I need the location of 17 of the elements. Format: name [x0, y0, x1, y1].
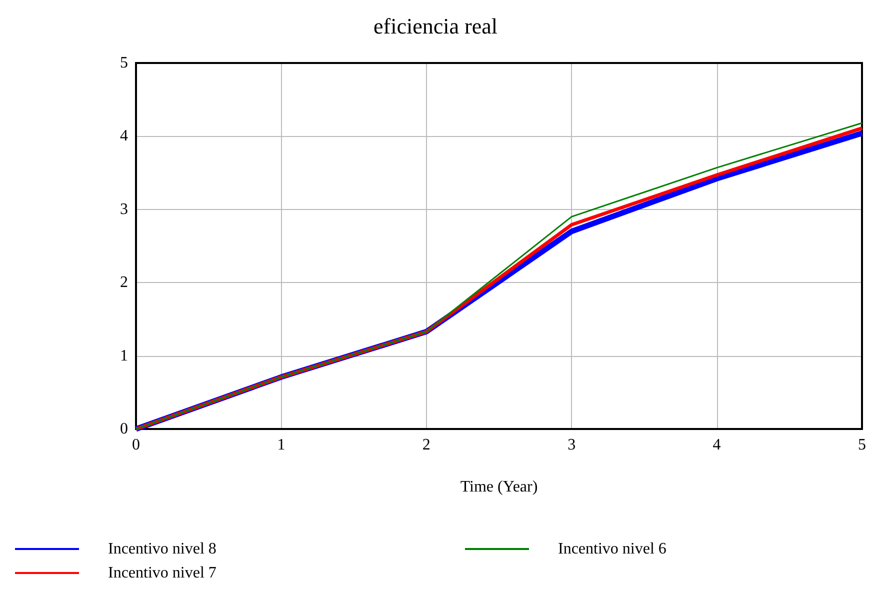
x-tick-label: 3: [568, 436, 576, 454]
y-tick-label: 1: [120, 347, 128, 364]
x-tick-label: 2: [422, 436, 430, 454]
x-tick-label: 1: [277, 436, 286, 454]
y-tick-label: 5: [120, 54, 128, 72]
y-tick-label: 3: [120, 200, 128, 218]
x-axis-title: Time (Year): [460, 478, 538, 496]
x-tick-label: 0: [132, 436, 140, 454]
legend-label: Incentivo nivel 8: [108, 540, 216, 558]
legend-label: Incentivo nivel 6: [558, 540, 666, 558]
y-tick-label: 4: [120, 128, 128, 145]
chart-title: eficiencia real: [374, 14, 498, 38]
y-tick-label: 0: [120, 420, 128, 438]
legend-label: Incentivo nivel 7: [108, 564, 216, 582]
y-tick-label: 2: [120, 274, 128, 292]
x-tick-label: 4: [712, 436, 721, 454]
x-tick-label: 5: [858, 436, 866, 454]
